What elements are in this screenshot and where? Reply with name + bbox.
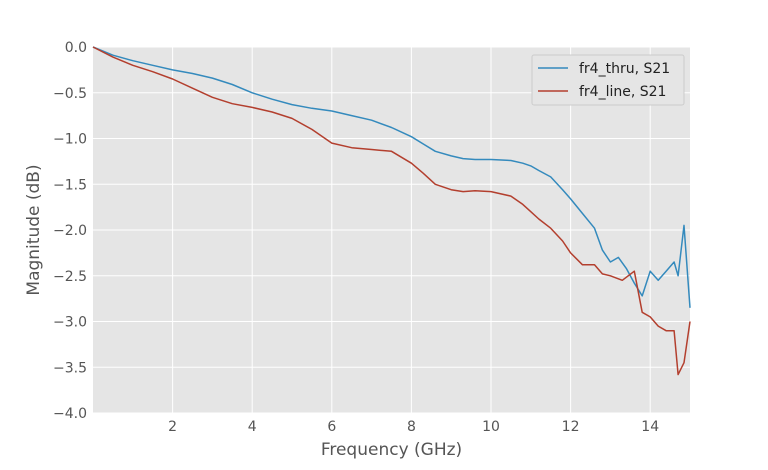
y-tick-label: −3.5 [53,360,87,376]
x-tick-label: 12 [562,419,580,435]
x-axis-ticks: 2 4 6 8 10 12 14 [168,419,659,435]
x-tick-label: 8 [407,419,416,435]
legend-label-fr4-line: fr4_line, S21 [579,84,666,100]
grid-lines [93,46,690,414]
y-tick-label: −1.0 [53,132,87,148]
y-tick-label: −0.5 [53,86,87,102]
x-tick-label: 6 [327,419,336,435]
x-tick-label: 4 [248,419,257,435]
x-axis-label: Frequency (GHz) [321,440,462,460]
x-tick-label: 14 [641,419,659,435]
y-tick-label: −3.0 [53,315,87,331]
y-axis-label: Magnitude (dB) [24,164,44,295]
series-line-fr4-thru [92,46,691,308]
y-tick-label: −2.0 [53,223,87,239]
series-line-fr4-line [92,46,691,376]
x-tick-label: 2 [168,419,177,435]
legend-label-fr4-thru: fr4_thru, S21 [579,61,670,77]
series-layer [92,46,691,376]
y-tick-label: −2.5 [53,269,87,285]
y-axis-ticks: 0.0 −0.5 −1.0 −1.5 −2.0 −2.5 −3.0 −3.5 −4.0 [53,40,87,422]
y-tick-label: −4.0 [53,406,87,422]
legend-box [531,54,685,106]
x-tick-label: 10 [482,419,500,435]
y-tick-label: −1.5 [53,177,87,193]
legend: fr4_thru, S21 fr4_line, S21 [531,54,685,106]
y-tick-label: 0.0 [65,40,87,56]
